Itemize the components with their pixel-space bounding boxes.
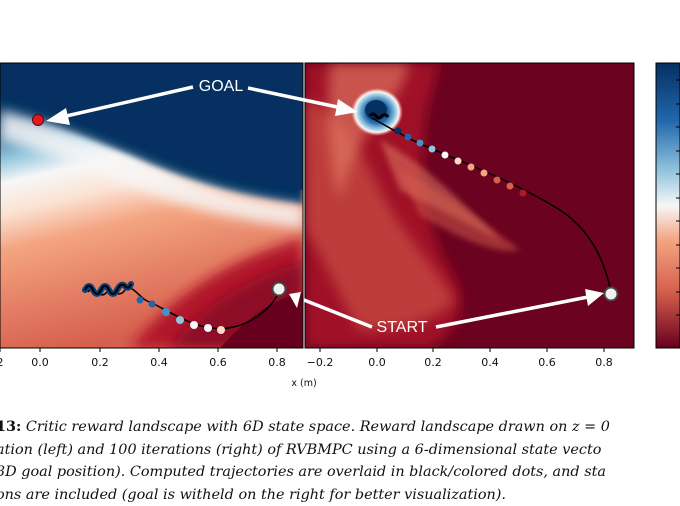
right-tick-label: 0.6 — [538, 356, 556, 369]
left-tick-label: 0.8 — [268, 356, 286, 369]
left-tick-label: 0.6 — [209, 356, 227, 369]
right-heatmap-panel — [305, 63, 634, 348]
right-tick-label: −0.2 — [307, 356, 334, 369]
right-tick-label: 0.4 — [481, 356, 499, 369]
figure-caption: 13: Critic reward landscape with 6D stat… — [0, 416, 680, 506]
caption-text: Critic reward landscape with 6D state sp… — [21, 419, 610, 435]
figure: GOAL START 2 0.0 0.2 0.4 0.6 0.8 −0.2 0.… — [0, 0, 680, 410]
x-axis-label: x (m) — [291, 378, 316, 389]
right-tick-label: 0.8 — [595, 356, 613, 369]
left-tick-label: 0.4 — [150, 356, 168, 369]
left-x-axis: 2 0.0 0.2 0.4 0.6 0.8 — [0, 348, 286, 369]
caption-line-2: ation (left) and 100 iterations (right) … — [0, 439, 680, 462]
right-start-marker — [605, 288, 618, 301]
left-start-marker — [273, 283, 286, 296]
right-x-axis: −0.2 0.0 0.2 0.4 0.6 0.8 — [307, 348, 613, 369]
caption-label: 13: — [0, 418, 21, 435]
caption-line-3: 3D goal position). Computed trajectories… — [0, 461, 680, 484]
caption-line-1: 13: Critic reward landscape with 6D stat… — [0, 416, 680, 439]
left-tick-label: 0.2 — [91, 356, 109, 369]
right-tick-label: 0.2 — [424, 356, 442, 369]
colorbar — [656, 63, 680, 348]
goal-annotation: GOAL — [199, 78, 244, 95]
right-tick-label: 0.0 — [368, 356, 386, 369]
left-tick-label: 2 — [0, 356, 4, 369]
left-goal-marker — [33, 115, 44, 126]
left-tick-label: 0.0 — [31, 356, 49, 369]
caption-line-4: ons are included (goal is witheld on the… — [0, 484, 680, 506]
start-annotation: START — [377, 319, 428, 336]
